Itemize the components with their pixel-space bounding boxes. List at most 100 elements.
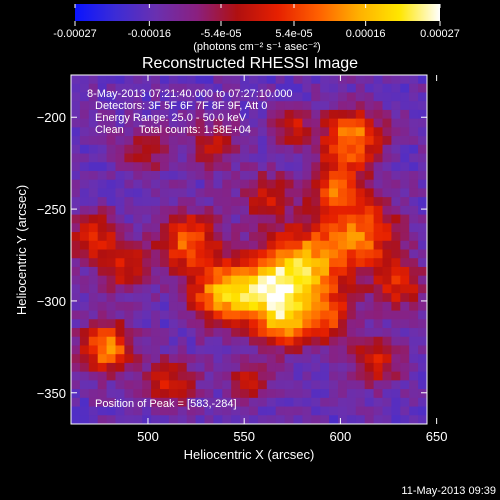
heatmap-cell [382,92,392,102]
heatmap-cell [97,162,108,172]
heatmap-cell [257,188,268,198]
heatmap-cell [355,249,366,259]
heatmap-cell [249,188,259,198]
heatmap-cell [71,144,81,155]
heatmap-cell [320,232,330,242]
heatmap-cell [409,205,419,216]
heatmap-cell [275,197,286,207]
heatmap-cell [133,310,143,320]
heatmap-cell [186,170,197,181]
heatmap-cell [266,336,277,347]
heatmap-cell [195,170,206,181]
heatmap-cell [186,371,197,381]
heatmap-cell [195,389,206,399]
heatmap-cell [177,371,188,381]
heatmap-cell [391,188,401,198]
heatmap-cell [133,415,143,424]
heatmap-cell [79,144,90,155]
heatmap-cell [257,144,268,155]
heatmap-cell [204,101,214,111]
heatmap-cell [240,371,250,381]
heatmap-cell [195,144,206,155]
heatmap-cell [409,415,419,424]
heatmap-cell [320,153,330,163]
heatmap-cell [142,136,152,146]
heatmap-cell [400,284,410,294]
heatmap-cell [231,371,241,381]
heatmap-cell [195,301,206,312]
heatmap-cell [177,301,188,312]
heatmap-cell [106,232,117,242]
heatmap-cell [418,354,427,364]
heatmap-cell [71,345,81,355]
heatmap-cell [373,205,384,216]
heatmap-cell [133,118,143,128]
heatmap-cell [329,406,339,416]
heatmap-cell [373,136,384,146]
heatmap-cell [266,205,277,216]
heatmap-cell [311,136,321,146]
heatmap-cell [79,232,90,242]
heatmap-cell [391,266,401,277]
heatmap-cell [133,397,143,408]
heatmap-cell [382,205,392,216]
heatmap-cell [355,397,366,408]
heatmap-cell [79,389,90,399]
heatmap-cell [133,301,143,312]
heatmap-cell [204,75,214,85]
heatmap-cell [284,232,295,242]
heatmap-cell [293,144,303,155]
heatmap-cell [382,275,392,285]
heatmap-cell [204,336,214,347]
heatmap-cell [382,109,392,120]
heatmap-cell [382,101,392,111]
heatmap-cell [97,345,108,355]
heatmap-cell [106,170,117,181]
heatmap-cell [311,101,321,111]
heatmap-cell [302,371,312,381]
heatmap-cell [204,354,214,364]
heatmap-cell [355,362,366,373]
heatmap-cell [97,83,108,94]
heatmap-cell [151,232,161,242]
heatmap-cell [320,144,330,155]
heatmap-cell [195,310,206,320]
heatmap-cell [142,144,152,155]
heatmap-cell [382,406,392,416]
heatmap-cell [400,266,410,277]
heatmap-cell [106,249,117,259]
heatmap-cell [115,362,125,373]
heatmap-cell [418,293,427,303]
heatmap-cell [257,205,268,216]
heatmap-cell [364,205,375,216]
heatmap-cell [284,328,295,338]
heatmap-cell [133,170,143,181]
heatmap-cell [133,127,143,137]
heatmap-cell [249,389,259,399]
heatmap-cell [329,362,339,373]
heatmap-cell [311,362,321,373]
heatmap-cell [195,153,206,163]
heatmap-cell [338,179,348,190]
heatmap-cell [195,319,206,329]
heatmap-cell [275,188,286,198]
heatmap-cell [364,101,375,111]
heatmap-cell [418,266,427,277]
heatmap-cell [302,345,312,355]
heatmap-cell [338,232,348,242]
heatmap-cell [177,144,188,155]
heatmap-cell [222,188,232,198]
heatmap-cell [302,188,312,198]
heatmap-cell [382,75,392,85]
heatmap-cell [275,170,286,181]
heatmap-cell [302,136,312,146]
heatmap-cell [240,258,250,268]
heatmap-cell [195,371,206,381]
heatmap-cell [418,362,427,373]
heatmap-cell [338,328,348,338]
heatmap-cell [257,92,268,102]
heatmap-cell [186,258,197,268]
heatmap-cell [302,266,312,277]
heatmap-cell [293,389,303,399]
heatmap-cell [186,406,197,416]
